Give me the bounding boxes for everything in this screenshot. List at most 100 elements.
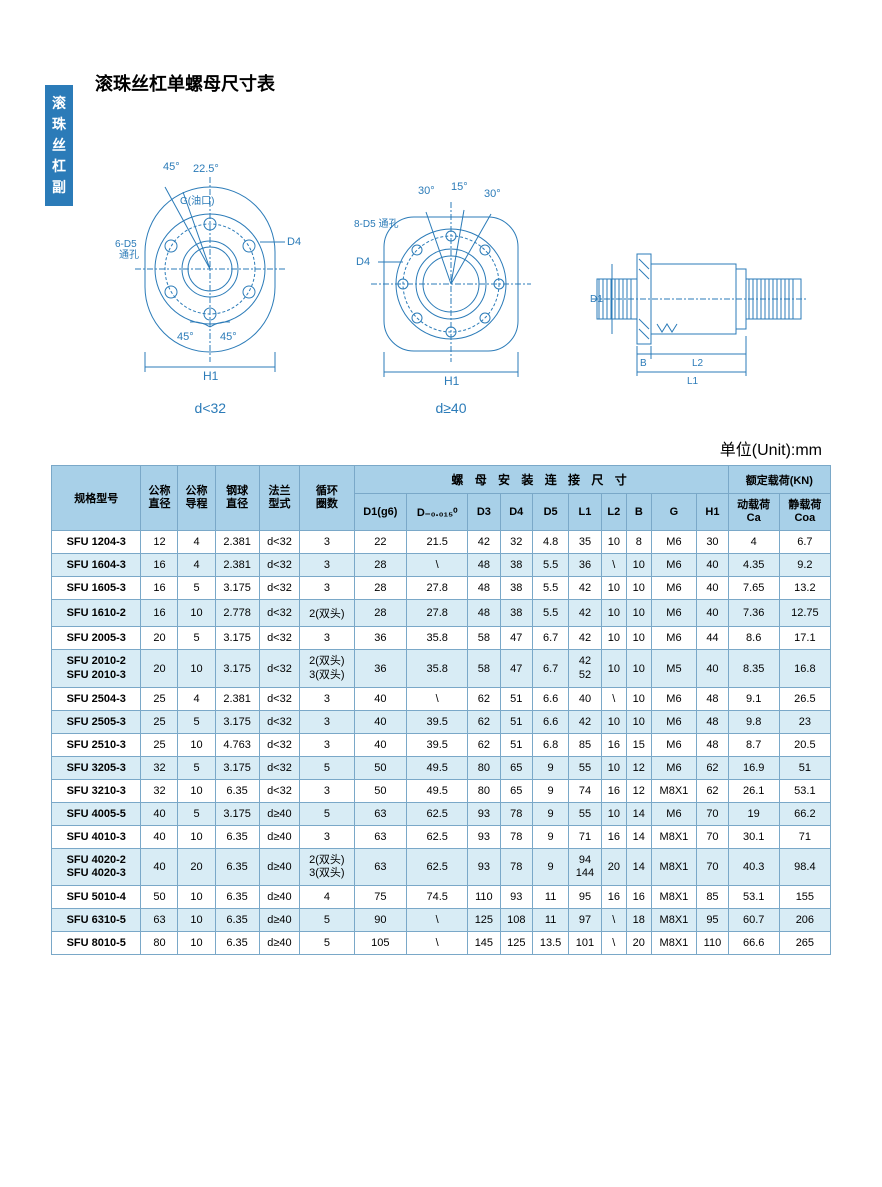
cell-b: 16 — [627, 886, 652, 909]
cell-ca: 7.36 — [728, 600, 779, 627]
cell-d3: 62 — [468, 733, 500, 756]
table-row: SFU 1610-216102.778d<322(双头)2827.848385.… — [52, 600, 831, 627]
cell-nd: 16 — [141, 577, 178, 600]
cell-d1t: 27.8 — [407, 600, 468, 627]
cell-d1t: 39.5 — [407, 733, 468, 756]
cell-ft: d<32 — [259, 756, 300, 779]
svg-text:15°: 15° — [451, 181, 468, 193]
cell-coa: 66.2 — [779, 802, 830, 825]
cell-l1: 42 — [569, 577, 601, 600]
cell-ft: d<32 — [259, 600, 300, 627]
cell-l1: 85 — [569, 733, 601, 756]
cell-model: SFU 8010-5 — [52, 932, 141, 955]
cell-model: SFU 4020-2SFU 4020-3 — [52, 848, 141, 885]
cell-d5: 9 — [532, 756, 568, 779]
cell-cir: 5 — [300, 756, 354, 779]
cell-bd: 3.175 — [215, 627, 259, 650]
col-nom-lead: 公称导程 — [178, 466, 215, 531]
cell-d4: 65 — [500, 756, 532, 779]
table-row: SFU 1605-31653.175d<3232827.848385.54210… — [52, 577, 831, 600]
cell-model: SFU 5010-4 — [52, 886, 141, 909]
cell-coa: 16.8 — [779, 650, 830, 687]
cell-coa: 9.2 — [779, 554, 830, 577]
cell-d3: 62 — [468, 710, 500, 733]
cell-g: M8X1 — [651, 779, 697, 802]
cell-b: 12 — [627, 756, 652, 779]
cell-nl: 4 — [178, 554, 215, 577]
cell-nd: 32 — [141, 779, 178, 802]
cell-model: SFU 2504-3 — [52, 687, 141, 710]
cell-coa: 53.1 — [779, 779, 830, 802]
cell-cir: 2(双头) — [300, 600, 354, 627]
table-row: SFU 2510-325104.763d<3234039.562516.8851… — [52, 733, 831, 756]
cell-d5: 6.7 — [532, 650, 568, 687]
cell-l2: 10 — [601, 650, 626, 687]
col-d1tol: D₋₀.₀₁₅⁰ — [407, 494, 468, 531]
cell-l1: 97 — [569, 909, 601, 932]
cell-l1: 35 — [569, 531, 601, 554]
cell-d1: 28 — [354, 554, 407, 577]
cell-coa: 13.2 — [779, 577, 830, 600]
group-mount-dims: 螺 母 安 装 连 接 尺 寸 — [354, 466, 728, 494]
cell-d4: 51 — [500, 733, 532, 756]
cell-b: 8 — [627, 531, 652, 554]
cell-h1: 95 — [697, 909, 728, 932]
cell-d1: 50 — [354, 779, 407, 802]
cell-d4: 78 — [500, 825, 532, 848]
cell-d5: 5.5 — [532, 577, 568, 600]
cell-l2: \ — [601, 932, 626, 955]
cell-coa: 265 — [779, 932, 830, 955]
cell-d3: 125 — [468, 909, 500, 932]
cell-d5: 11 — [532, 886, 568, 909]
cell-l2: \ — [601, 909, 626, 932]
cell-bd: 6.35 — [215, 825, 259, 848]
cell-g: M8X1 — [651, 932, 697, 955]
cell-l2: 16 — [601, 886, 626, 909]
table-row: SFU 3205-33253.175d<3255049.580659551012… — [52, 756, 831, 779]
cell-h1: 70 — [697, 825, 728, 848]
cell-g: M6 — [651, 802, 697, 825]
svg-text:45°: 45° — [220, 331, 237, 343]
cell-d5: 6.6 — [532, 710, 568, 733]
cell-h1: 62 — [697, 779, 728, 802]
cell-ca: 16.9 — [728, 756, 779, 779]
cell-ft: d≥40 — [259, 802, 300, 825]
cell-ca: 8.35 — [728, 650, 779, 687]
cell-ca: 30.1 — [728, 825, 779, 848]
cell-nl: 10 — [178, 733, 215, 756]
cell-h1: 110 — [697, 932, 728, 955]
cell-model: SFU 4010-3 — [52, 825, 141, 848]
cell-nl: 10 — [178, 886, 215, 909]
table-row: SFU 1604-31642.381d<32328\48385.536\10M6… — [52, 554, 831, 577]
cell-g: M6 — [651, 554, 697, 577]
cell-d3: 110 — [468, 886, 500, 909]
col-ca: 动载荷Ca — [728, 494, 779, 531]
cell-d1t: \ — [407, 909, 468, 932]
cell-nl: 10 — [178, 932, 215, 955]
cell-d1t: 62.5 — [407, 802, 468, 825]
cell-d1: 28 — [354, 577, 407, 600]
svg-text:L2: L2 — [692, 358, 704, 369]
cell-b: 10 — [627, 577, 652, 600]
cell-cir: 5 — [300, 909, 354, 932]
cell-d4: 38 — [500, 600, 532, 627]
cell-coa: 12.75 — [779, 600, 830, 627]
cell-model: SFU 1605-3 — [52, 577, 141, 600]
cell-d5: 9 — [532, 779, 568, 802]
cell-cir: 2(双头)3(双头) — [300, 650, 354, 687]
cell-d5: 5.5 — [532, 554, 568, 577]
cell-nd: 40 — [141, 802, 178, 825]
cell-b: 12 — [627, 779, 652, 802]
cell-bd: 6.35 — [215, 886, 259, 909]
cell-d5: 11 — [532, 909, 568, 932]
cell-d1t: 21.5 — [407, 531, 468, 554]
cell-nd: 25 — [141, 710, 178, 733]
cell-ft: d≥40 — [259, 848, 300, 885]
cell-d1: 75 — [354, 886, 407, 909]
page-title: 滚珠丝杠单螺母尺寸表 — [95, 70, 852, 96]
cell-d1t: 49.5 — [407, 779, 468, 802]
cell-nd: 40 — [141, 848, 178, 885]
cell-ca: 4.35 — [728, 554, 779, 577]
cell-b: 14 — [627, 848, 652, 885]
cell-d4: 51 — [500, 687, 532, 710]
